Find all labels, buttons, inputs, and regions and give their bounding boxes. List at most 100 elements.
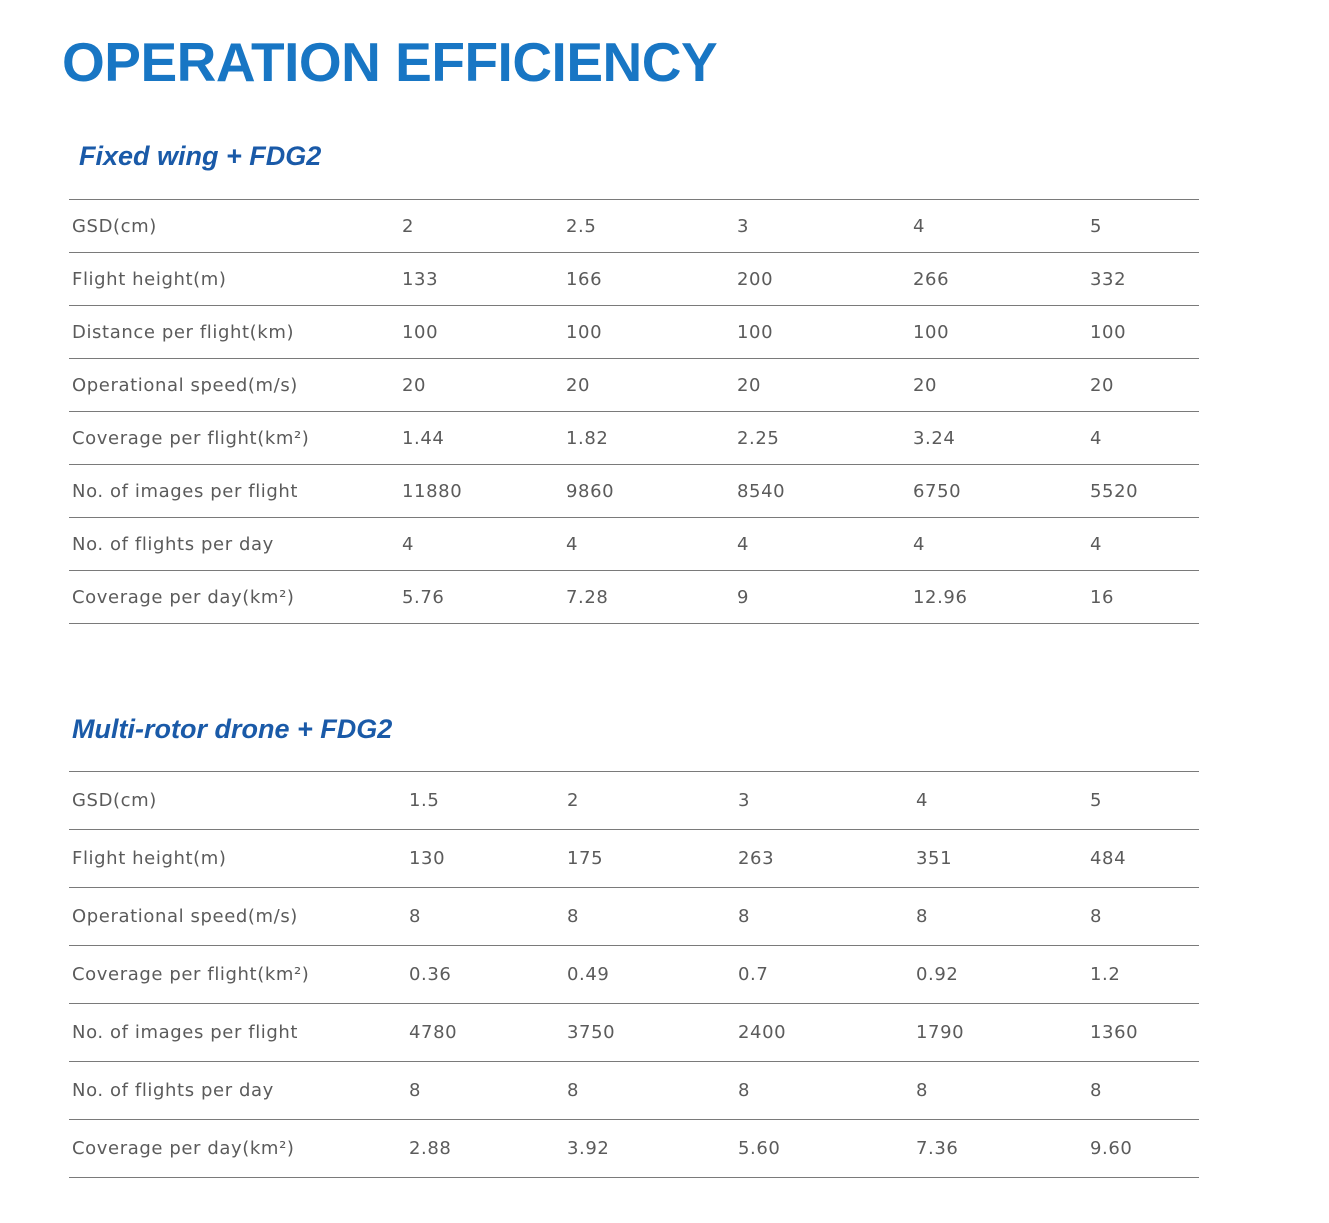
table-cell: 263 — [738, 829, 916, 888]
table-cell: 0.36 — [409, 945, 567, 1004]
table-cell: 3.24 — [913, 411, 1090, 465]
table-cell: 1360 — [1090, 1003, 1199, 1062]
table-row: Coverage per day(km²) 5.76 7.28 9 12.96 16 — [69, 570, 1199, 624]
row-label: Operational speed(m/s) — [69, 887, 409, 946]
table-cell: 4 — [566, 517, 737, 571]
table-row: Flight height(m) 133 166 200 266 332 — [69, 252, 1199, 306]
table-cell: 4780 — [409, 1003, 567, 1062]
section-title-fixed-wing: Fixed wing + FDG2 — [79, 141, 322, 171]
table-cell: 8 — [1090, 887, 1199, 946]
row-label: Distance per flight(km) — [69, 305, 402, 359]
table-row: No. of images per flight 4780 3750 2400 1790… — [69, 1003, 1199, 1062]
table-cell: 266 — [913, 252, 1090, 306]
table-row: Coverage per flight(km²) 0.36 0.49 0.7 0.92 1… — [69, 945, 1199, 1004]
multi-rotor-spec-table: GSD(cm) 1.5 2 3 4 5 Flight height(m) 130 175 263 3… — [69, 771, 1199, 1178]
row-label: GSD(cm) — [69, 199, 402, 253]
table-cell: 5.60 — [738, 1119, 916, 1178]
table-cell: 12.96 — [913, 570, 1090, 624]
table-cell: 1.44 — [402, 411, 566, 465]
table-row: No. of flights per day 8 8 8 8 8 — [69, 1061, 1199, 1120]
table-cell: 9 — [737, 570, 913, 624]
table-cell: 2.5 — [566, 199, 737, 253]
table-row: Coverage per day(km²) 2.88 3.92 5.60 7.36 9.6… — [69, 1119, 1199, 1178]
table-cell: 2 — [402, 199, 566, 253]
table-cell: 20 — [737, 358, 913, 412]
table-cell: 0.7 — [738, 945, 916, 1004]
table-cell: 7.28 — [566, 570, 737, 624]
row-label: Coverage per day(km²) — [69, 570, 402, 624]
table-row: No. of images per flight 11880 9860 8540 675… — [69, 464, 1199, 518]
row-label: Operational speed(m/s) — [69, 358, 402, 412]
table-row: GSD(cm) 1.5 2 3 4 5 — [69, 771, 1199, 830]
page-title: OPERATION EFFICIENCY — [62, 31, 718, 93]
row-label: Flight height(m) — [69, 829, 409, 888]
row-label: No. of images per flight — [69, 1003, 409, 1062]
table-cell: 4 — [1090, 517, 1199, 571]
table-cell: 2.88 — [409, 1119, 567, 1178]
table-cell: 20 — [913, 358, 1090, 412]
table-cell: 133 — [402, 252, 566, 306]
table-cell: 3750 — [567, 1003, 738, 1062]
row-label: No. of flights per day — [69, 517, 402, 571]
fixed-wing-spec-table: GSD(cm) 2 2.5 3 4 5 Flight height(m) 133 166 200 2… — [69, 199, 1199, 624]
table-cell: 5 — [1090, 199, 1199, 253]
table-cell: 4 — [916, 771, 1090, 830]
table-cell: 166 — [566, 252, 737, 306]
table-cell: 20 — [566, 358, 737, 412]
table-row: Coverage per flight(km²) 1.44 1.82 2.25 3.24… — [69, 411, 1199, 465]
table-cell: 5520 — [1090, 464, 1199, 518]
table-cell: 8 — [738, 1061, 916, 1120]
table-cell: 0.49 — [567, 945, 738, 1004]
table-cell: 8540 — [737, 464, 913, 518]
section-title-multi-rotor: Multi-rotor drone + FDG2 — [72, 714, 393, 744]
table-cell: 8 — [567, 1061, 738, 1120]
row-label: Coverage per day(km²) — [69, 1119, 409, 1178]
table-cell: 6750 — [913, 464, 1090, 518]
table-cell: 11880 — [402, 464, 566, 518]
row-label: No. of images per flight — [69, 464, 402, 518]
table-cell: 5 — [1090, 771, 1199, 830]
table-cell: 4 — [913, 517, 1090, 571]
table-row: Operational speed(m/s) 20 20 20 20 20 — [69, 358, 1199, 412]
table-cell: 7.36 — [916, 1119, 1090, 1178]
table-cell: 9.60 — [1090, 1119, 1199, 1178]
table-cell: 20 — [402, 358, 566, 412]
table-cell: 4 — [913, 199, 1090, 253]
table-cell: 2400 — [738, 1003, 916, 1062]
table-cell: 130 — [409, 829, 567, 888]
table-row: No. of flights per day 4 4 4 4 4 — [69, 517, 1199, 571]
table-cell: 8 — [916, 887, 1090, 946]
table-cell: 9860 — [566, 464, 737, 518]
table-cell: 484 — [1090, 829, 1199, 888]
table-cell: 100 — [566, 305, 737, 359]
table-cell: 351 — [916, 829, 1090, 888]
table-row: GSD(cm) 2 2.5 3 4 5 — [69, 199, 1199, 253]
table-cell: 8 — [1090, 1061, 1199, 1120]
row-label: Coverage per flight(km²) — [69, 945, 409, 1004]
table-cell: 20 — [1090, 358, 1199, 412]
table-cell: 1.82 — [566, 411, 737, 465]
table-cell: 100 — [913, 305, 1090, 359]
table-cell: 332 — [1090, 252, 1199, 306]
table-cell: 5.76 — [402, 570, 566, 624]
table-cell: 8 — [409, 1061, 567, 1120]
table-cell: 0.92 — [916, 945, 1090, 1004]
table-cell: 2 — [567, 771, 738, 830]
table-cell: 2.25 — [737, 411, 913, 465]
table-cell: 16 — [1090, 570, 1199, 624]
row-label: GSD(cm) — [69, 771, 409, 830]
table-row: Flight height(m) 130 175 263 351 484 — [69, 829, 1199, 888]
table-cell: 4 — [402, 517, 566, 571]
table-cell: 8 — [738, 887, 916, 946]
table-cell: 3.92 — [567, 1119, 738, 1178]
table-cell: 8 — [916, 1061, 1090, 1120]
table-cell: 8 — [567, 887, 738, 946]
table-cell: 100 — [1090, 305, 1199, 359]
table-cell: 3 — [737, 199, 913, 253]
table-cell: 175 — [567, 829, 738, 888]
table-cell: 100 — [402, 305, 566, 359]
table-cell: 8 — [409, 887, 567, 946]
table-cell: 1790 — [916, 1003, 1090, 1062]
table-row: Operational speed(m/s) 8 8 8 8 8 — [69, 887, 1199, 946]
table-cell: 3 — [738, 771, 916, 830]
